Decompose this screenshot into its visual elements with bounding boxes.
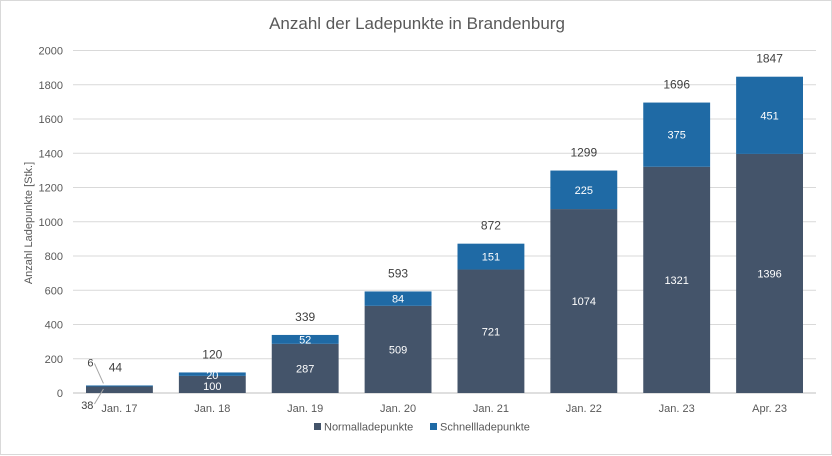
data-label-normalladepunkte: 1321 (664, 275, 688, 287)
data-label-schnellladepunkte: 52 (299, 334, 311, 346)
y-tick-label: 1800 (39, 80, 63, 92)
bar-normalladepunkte (86, 386, 153, 393)
bar-schnellladepunkte (178, 372, 246, 376)
data-label-normalladepunkte: 100 (203, 381, 221, 393)
bar-normalladepunkte (643, 166, 711, 393)
data-label-normalladepunkte: 287 (296, 363, 314, 375)
total-label: 1847 (756, 52, 783, 66)
chart-title: Anzahl der Ladepunkte in Brandenburg (269, 14, 565, 33)
bar-schnellladepunkte (271, 334, 339, 344)
bar-group: 1321 375 1696 (643, 78, 711, 393)
y-tick-label: 0 (57, 388, 63, 400)
x-tick-label: Jan. 18 (194, 403, 230, 415)
bar-normalladepunkte (271, 343, 339, 393)
y-tick-label: 1000 (39, 217, 63, 229)
leader-line (93, 363, 104, 384)
data-label-schnellladepunkte: 151 (482, 252, 500, 264)
bar-group: 1074 225 1299 (550, 146, 618, 393)
bar-normalladepunkte (457, 269, 525, 393)
total-label: 593 (388, 266, 408, 280)
x-tick-label: Jan. 19 (287, 403, 323, 415)
data-label-schnellladepunkte: 225 (575, 185, 593, 197)
leader-line (94, 388, 104, 405)
data-label-normalladepunkte: 721 (482, 326, 500, 338)
total-label: 1696 (663, 78, 690, 92)
bar-schnellladepunkte (457, 243, 525, 270)
bar-schnellladepunkte (86, 385, 153, 387)
bar-group: 721 151 872 (457, 219, 525, 393)
bar-group: 509 84 593 (364, 266, 432, 393)
data-label-schnellladepunkte: 20 (206, 370, 218, 382)
y-tick-label: 1400 (39, 148, 63, 160)
x-tick-label: Apr. 23 (752, 403, 787, 415)
bar-normalladepunkte (364, 305, 432, 393)
data-label-normalladepunkte: 1074 (572, 296, 596, 308)
bar-group: 287 52 339 (271, 310, 339, 393)
x-tick-label: Jan. 17 (101, 403, 137, 415)
bar-schnellladepunkte (550, 170, 618, 210)
x-axis-ticks: Jan. 17 Jan. 18 Jan. 19 Jan. 20 Jan. 21 Jan. … (101, 403, 787, 415)
total-label: 44 (109, 360, 123, 374)
x-tick-label: Jan. 20 (380, 403, 416, 415)
legend: Normalladepunkte Schnellladepunkte (314, 422, 530, 434)
data-label-schnellladepunkte: 6 (87, 357, 93, 369)
y-tick-label: 1200 (39, 183, 63, 195)
gridlines (73, 50, 816, 394)
data-label-schnellladepunkte: 375 (668, 130, 686, 142)
x-tick-label: Jan. 23 (659, 403, 695, 415)
data-label-normalladepunkte: 509 (389, 344, 407, 356)
total-label: 120 (202, 347, 222, 361)
bar-schnellladepunkte (643, 102, 711, 167)
y-tick-label: 800 (45, 251, 63, 263)
bar-group: 38 6 44 (81, 357, 153, 412)
legend-item: Schnellladepunkte (430, 422, 530, 434)
total-label: 339 (295, 310, 315, 324)
bar-normalladepunkte (736, 153, 803, 393)
x-tick-label: Jan. 22 (566, 403, 602, 415)
data-label-normalladepunkte: 38 (81, 400, 93, 412)
total-label: 1299 (570, 146, 597, 160)
bar-schnellladepunkte (736, 76, 803, 154)
total-label: 872 (481, 219, 501, 233)
data-label-schnellladepunkte: 451 (760, 110, 778, 122)
bar-normalladepunkte (178, 375, 246, 393)
legend-swatch (314, 423, 321, 430)
x-tick-label: Jan. 21 (473, 403, 509, 415)
data-label-normalladepunkte: 1396 (757, 268, 781, 280)
y-tick-label: 400 (45, 320, 63, 332)
bar-group: 1396 451 1847 (736, 52, 803, 393)
y-tick-label: 2000 (39, 46, 63, 58)
legend-label: Schnellladepunkte (440, 422, 530, 434)
bar-normalladepunkte (550, 209, 618, 393)
bar-schnellladepunkte (364, 291, 432, 306)
y-tick-label: 200 (45, 354, 63, 366)
y-axis-label: Anzahl Ladepunkte [Stk.] (23, 162, 35, 284)
legend-item: Normalladepunkte (314, 422, 413, 434)
y-axis-ticks: 0 200 400 600 800 1000 1200 1400 1600 1800 2000 (39, 46, 63, 401)
y-tick-label: 1600 (39, 114, 63, 126)
y-tick-label: 600 (45, 285, 63, 297)
legend-label: Normalladepunkte (324, 422, 413, 434)
data-label-schnellladepunkte: 84 (392, 294, 404, 306)
legend-swatch (430, 423, 437, 430)
